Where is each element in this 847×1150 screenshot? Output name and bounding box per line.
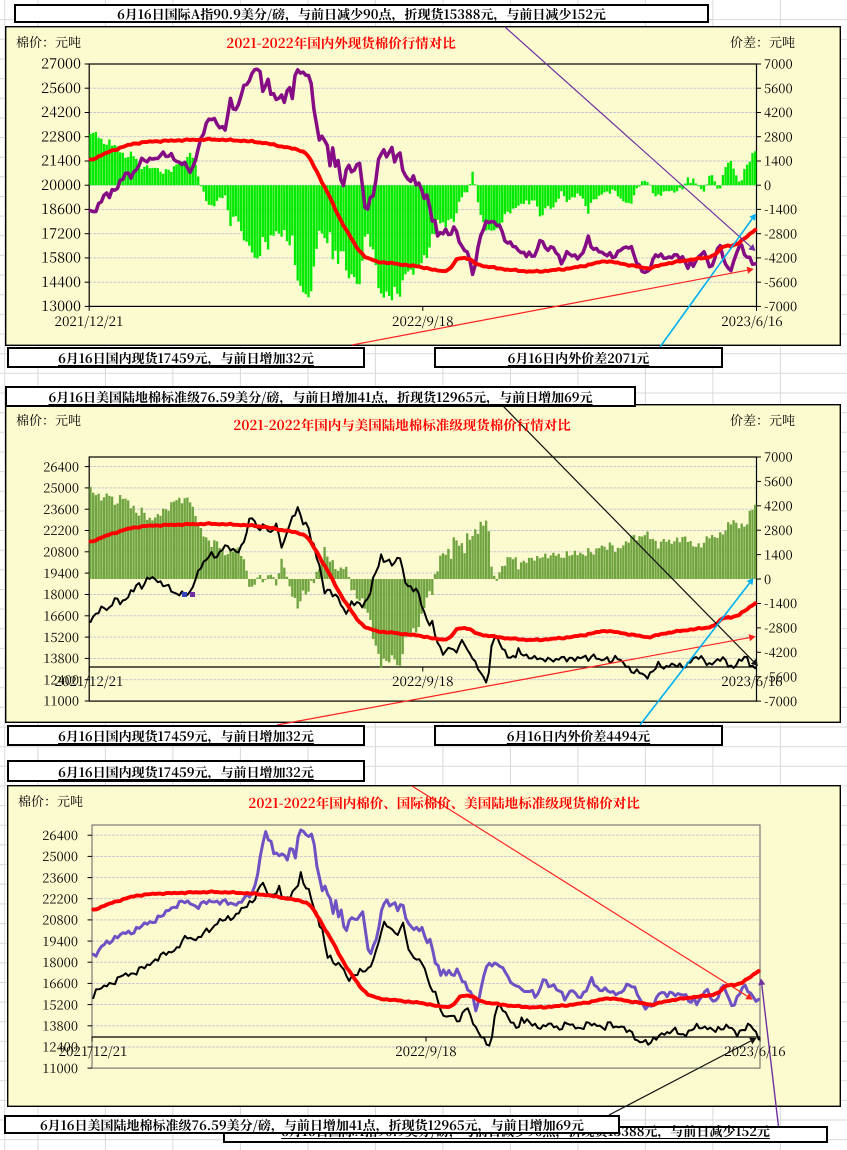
svg-text:-7000: -7000 bbox=[764, 691, 797, 710]
svg-text:4200: 4200 bbox=[764, 102, 793, 121]
svg-text:13800: 13800 bbox=[42, 1016, 78, 1035]
svg-text:15800: 15800 bbox=[41, 247, 81, 268]
svg-text:2022/9/18: 2022/9/18 bbox=[392, 310, 453, 330]
svg-text:22200: 22200 bbox=[42, 888, 78, 907]
svg-text:价差：元吨: 价差：元吨 bbox=[730, 410, 795, 429]
svg-text:2023/6/16: 2023/6/16 bbox=[721, 310, 782, 330]
svg-text:-4200: -4200 bbox=[764, 248, 797, 267]
svg-text:19400: 19400 bbox=[42, 931, 78, 950]
svg-text:-2800: -2800 bbox=[764, 618, 797, 637]
svg-text:23600: 23600 bbox=[42, 867, 78, 886]
svg-text:25000: 25000 bbox=[42, 846, 78, 865]
svg-text:21400: 21400 bbox=[41, 150, 81, 171]
svg-text:24200: 24200 bbox=[41, 101, 81, 122]
svg-text:12400: 12400 bbox=[42, 1037, 78, 1056]
svg-text:4200: 4200 bbox=[764, 496, 793, 515]
svg-text:16600: 16600 bbox=[43, 606, 79, 625]
svg-text:5600: 5600 bbox=[764, 78, 793, 97]
svg-text:26400: 26400 bbox=[42, 825, 78, 844]
svg-text:5600: 5600 bbox=[764, 471, 793, 490]
svg-text:11000: 11000 bbox=[43, 691, 79, 710]
svg-text:0: 0 bbox=[764, 569, 771, 588]
svg-text:棉价：元吨: 棉价：元吨 bbox=[16, 32, 81, 51]
svg-text:2021-2022年国内棉价、国际棉价、美国陆地标准级现货棉: 2021-2022年国内棉价、国际棉价、美国陆地标准级现货棉价对比 bbox=[248, 792, 640, 812]
svg-text:11000: 11000 bbox=[42, 1058, 78, 1077]
svg-text:2800: 2800 bbox=[764, 520, 793, 539]
svg-text:2022/9/18: 2022/9/18 bbox=[395, 1040, 456, 1060]
svg-text:价差：元吨: 价差：元吨 bbox=[730, 32, 795, 51]
svg-text:16600: 16600 bbox=[42, 973, 78, 992]
svg-text:19400: 19400 bbox=[43, 563, 79, 582]
svg-text:-5600: -5600 bbox=[764, 272, 797, 291]
svg-text:12400: 12400 bbox=[43, 669, 79, 688]
svg-text:2023/6/16: 2023/6/16 bbox=[721, 670, 782, 690]
svg-text:-4200: -4200 bbox=[764, 642, 797, 661]
svg-text:-2800: -2800 bbox=[764, 223, 797, 242]
svg-text:2021/12/21: 2021/12/21 bbox=[59, 1040, 128, 1060]
svg-text:27000: 27000 bbox=[41, 53, 81, 74]
svg-text:22200: 22200 bbox=[43, 520, 79, 539]
svg-text:1400: 1400 bbox=[764, 151, 793, 170]
svg-text:7000: 7000 bbox=[764, 447, 793, 466]
svg-text:18000: 18000 bbox=[42, 952, 78, 971]
svg-text:18600: 18600 bbox=[41, 198, 81, 219]
svg-text:2021-2022年国内外现货棉价行情对比: 2021-2022年国内外现货棉价行情对比 bbox=[226, 32, 456, 52]
svg-text:2021/12/21: 2021/12/21 bbox=[55, 670, 124, 690]
svg-text:1400: 1400 bbox=[764, 544, 793, 563]
svg-text:2023/6/16: 2023/6/16 bbox=[724, 1040, 785, 1060]
svg-text:2800: 2800 bbox=[764, 126, 793, 145]
svg-text:-1400: -1400 bbox=[764, 593, 797, 612]
svg-text:25000: 25000 bbox=[43, 478, 79, 497]
svg-text:26400: 26400 bbox=[43, 456, 79, 475]
svg-text:2021/12/21: 2021/12/21 bbox=[55, 310, 124, 330]
svg-text:20800: 20800 bbox=[43, 542, 79, 561]
svg-text:2022/9/18: 2022/9/18 bbox=[392, 670, 453, 690]
svg-text:棉价：元吨: 棉价：元吨 bbox=[18, 791, 83, 810]
svg-text:15200: 15200 bbox=[42, 994, 78, 1013]
svg-text:20800: 20800 bbox=[42, 910, 78, 929]
svg-text:25600: 25600 bbox=[41, 77, 81, 98]
svg-text:0: 0 bbox=[764, 175, 771, 194]
svg-text:20000: 20000 bbox=[41, 174, 81, 195]
svg-text:7000: 7000 bbox=[764, 54, 793, 73]
svg-text:2021-2022年国内与美国陆地棉标准级现货棉价行情对比: 2021-2022年国内与美国陆地棉标准级现货棉价行情对比 bbox=[233, 414, 571, 434]
svg-text:13000: 13000 bbox=[41, 295, 81, 316]
svg-text:14400: 14400 bbox=[41, 271, 81, 292]
svg-text:22800: 22800 bbox=[41, 125, 81, 146]
svg-text:棉价：元吨: 棉价：元吨 bbox=[16, 410, 81, 429]
svg-text:13800: 13800 bbox=[43, 648, 79, 667]
svg-text:23600: 23600 bbox=[43, 499, 79, 518]
svg-text:-7000: -7000 bbox=[764, 296, 797, 315]
svg-text:15200: 15200 bbox=[43, 627, 79, 646]
svg-text:17200: 17200 bbox=[41, 222, 81, 243]
svg-text:18000: 18000 bbox=[43, 584, 79, 603]
svg-text:-1400: -1400 bbox=[764, 199, 797, 218]
svg-text:-5600: -5600 bbox=[764, 666, 797, 685]
